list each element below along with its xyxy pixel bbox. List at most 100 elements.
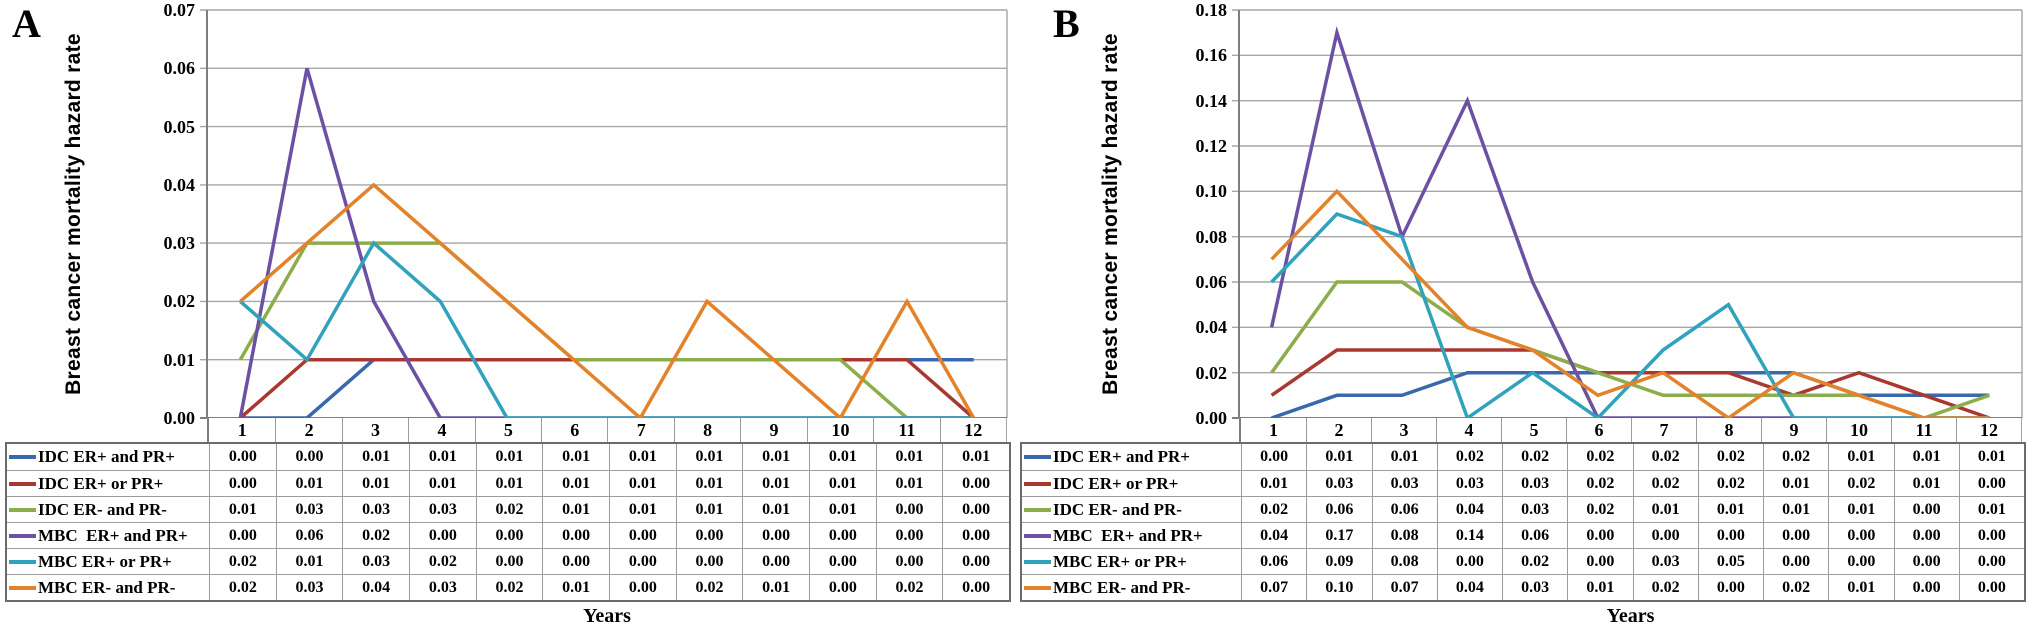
value-cell: 0.00	[209, 444, 276, 470]
series-swatch	[1024, 559, 1051, 564]
value-cell: 0.06	[1502, 522, 1568, 548]
value-cell: 0.01	[875, 470, 943, 496]
x-category-label: 9	[740, 418, 806, 442]
value-cell: 0.01	[1958, 496, 2024, 522]
value-cell: 0.00	[1893, 548, 1959, 574]
value-cell: 0.02	[1763, 574, 1829, 600]
series-swatch	[9, 455, 36, 459]
legend-item: MBC ER- and PR-	[7, 574, 209, 600]
value-cell: 0.02	[475, 496, 543, 522]
value-cell: 0.01	[1958, 444, 2024, 470]
legend-item: IDC ER+ and PR+	[7, 444, 209, 470]
value-cell: 0.00	[1697, 522, 1763, 548]
value-cell: 0.14	[1436, 522, 1502, 548]
value-cell: 0.00	[942, 470, 1009, 496]
x-category-label: 12	[1956, 418, 2021, 442]
value-cell: 0.00	[1893, 574, 1959, 600]
value-cell: 0.02	[1828, 470, 1894, 496]
value-cell: 0.01	[275, 470, 343, 496]
x-category-label: 12	[939, 418, 1006, 442]
value-cell: 0.01	[408, 470, 476, 496]
value-cell: 0.00	[475, 522, 543, 548]
value-cell: 0.01	[808, 496, 876, 522]
value-cell: 0.01	[542, 444, 609, 470]
x-category-label: 11	[1891, 418, 1956, 442]
value-cell: 0.00	[209, 522, 276, 548]
value-cell: 0.00	[1958, 470, 2024, 496]
x-category-label: 7	[1631, 418, 1696, 442]
legend-label: IDC ER+ or PR+	[1053, 473, 1179, 493]
value-cell: 0.04	[1241, 522, 1307, 548]
value-cell: 0.03	[342, 548, 409, 574]
value-cell: 0.02	[1697, 470, 1763, 496]
x-category-label: 5	[474, 418, 541, 442]
value-cell: 0.01	[1763, 496, 1829, 522]
panel-label: B	[1053, 1, 1080, 46]
value-cell: 0.01	[542, 470, 609, 496]
value-cell: 0.06	[275, 522, 343, 548]
value-cell: 0.01	[342, 444, 409, 470]
y-tick-label: 0.03	[163, 233, 196, 254]
value-cell: 0.00	[1436, 548, 1502, 574]
value-cell: 0.00	[1958, 548, 2024, 574]
value-cell: 0.02	[1567, 496, 1633, 522]
value-cell: 0.00	[475, 548, 543, 574]
value-cell: 0.06	[1306, 496, 1372, 522]
value-cell: 0.03	[1502, 470, 1568, 496]
line-chart	[200, 9, 1008, 421]
value-cell: 0.02	[209, 574, 276, 600]
x-category-label: 6	[1566, 418, 1631, 442]
series-line	[1270, 188, 1990, 421]
value-cell: 0.01	[542, 496, 609, 522]
value-cell: 0.08	[1371, 548, 1437, 574]
x-axis-title: Years	[583, 605, 631, 627]
value-cell: 0.01	[1893, 470, 1959, 496]
x-category-label: 4	[408, 418, 474, 442]
value-cell: 0.00	[542, 522, 609, 548]
x-category-label: 2	[275, 418, 341, 442]
value-cell: 0.01	[209, 496, 276, 522]
x-category-label: 3	[341, 418, 408, 442]
legend-item: IDC ER+ or PR+	[1022, 470, 1241, 496]
value-cell: 0.01	[675, 470, 743, 496]
y-tick-label: 0.10	[1195, 181, 1228, 202]
x-category-label: 1	[1269, 419, 1278, 440]
value-cell: 0.01	[1763, 470, 1829, 496]
value-cell: 0.01	[742, 574, 809, 600]
value-cell: 0.00	[942, 574, 1009, 600]
value-cell: 0.01	[675, 444, 743, 470]
series-swatch	[1024, 585, 1051, 590]
value-cell: 0.01	[742, 470, 809, 496]
y-tick-label: 0.06	[1195, 272, 1228, 292]
series-swatch	[9, 585, 36, 590]
value-cell: 0.01	[1828, 574, 1894, 600]
value-cell: 0.02	[1697, 444, 1763, 470]
value-cell: 0.02	[1632, 574, 1698, 600]
legend-label: MBC ER- and PR-	[1053, 577, 1191, 597]
value-cell: 0.02	[209, 548, 276, 574]
value-cell: 0.10	[1306, 574, 1372, 600]
value-cell: 0.08	[1371, 522, 1437, 548]
legend-label: MBC ER+ and PR+	[38, 525, 188, 545]
value-cell: 0.02	[1567, 444, 1632, 470]
y-tick-label: 0.08	[1195, 226, 1228, 247]
legend-label: IDC ER- and PR-	[1053, 499, 1182, 519]
value-cell: 0.01	[1632, 496, 1698, 522]
x-category-label: 1	[237, 419, 247, 440]
series-swatch	[9, 507, 36, 512]
x-category-label: 3	[1371, 418, 1436, 442]
series-line	[239, 240, 974, 420]
value-cell: 0.00	[675, 548, 743, 574]
value-cell: 0.02	[875, 574, 943, 600]
value-cell: 0.01	[275, 548, 343, 574]
legend-item: MBC ER+ or PR+	[7, 548, 209, 574]
legend-item: MBC ER+ or PR+	[1022, 548, 1241, 574]
value-cell: 0.01	[475, 470, 543, 496]
value-cell: 0.02	[675, 574, 743, 600]
value-cell: 0.00	[1697, 574, 1763, 600]
value-cell: 0.03	[275, 574, 343, 600]
value-cell: 0.00	[608, 574, 676, 600]
x-category-label: 4	[1436, 418, 1501, 442]
